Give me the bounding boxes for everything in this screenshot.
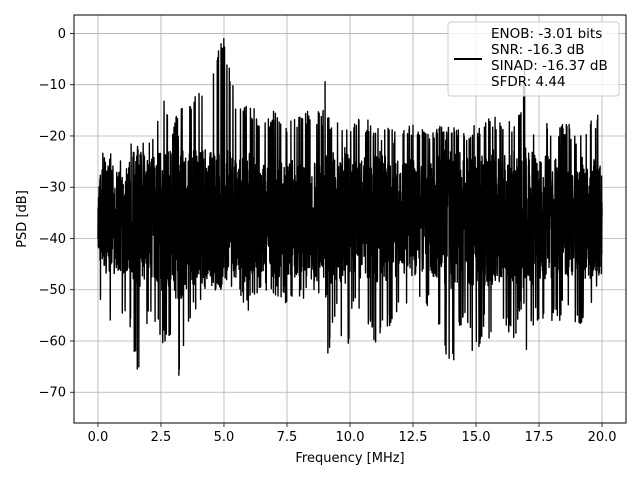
y-tick-label: −30 xyxy=(39,181,66,196)
y-axis-label: PSD [dB] xyxy=(15,190,30,248)
x-tick-label: 12.5 xyxy=(399,430,428,445)
y-tick-label: 0 xyxy=(58,27,66,42)
x-tick-label: 10.0 xyxy=(336,430,365,445)
y-tick-label: −10 xyxy=(39,78,66,93)
line-layer xyxy=(97,38,603,376)
x-tick-label: 17.5 xyxy=(525,430,554,445)
y-tick-label: −70 xyxy=(39,386,66,401)
legend-entry-sfdr: SFDR: 4.44 xyxy=(491,74,566,90)
y-tick-label: −40 xyxy=(39,232,66,247)
legend-entry-snr: SNR: -16.3 dB xyxy=(491,42,585,58)
x-tick-label: 7.5 xyxy=(277,430,298,445)
x-tick-label: 20.0 xyxy=(588,430,617,445)
x-tick-label: 15.0 xyxy=(462,430,491,445)
legend: ENOB: -3.01 bits SNR: -16.3 dB SINAD: -1… xyxy=(447,21,620,97)
psd-series-line xyxy=(97,38,603,376)
legend-frame xyxy=(447,21,620,97)
x-tick-label: 5.0 xyxy=(214,430,235,445)
y-tick-label: −60 xyxy=(39,334,66,349)
x-tick-label: 0.0 xyxy=(88,430,109,445)
legend-entry-sinad: SINAD: -16.37 dB xyxy=(491,58,608,74)
legend-entry-enob: ENOB: -3.01 bits xyxy=(491,26,602,42)
x-axis-label: Frequency [MHz] xyxy=(295,451,404,466)
y-tick-label: −50 xyxy=(39,283,66,298)
y-tick-label: −20 xyxy=(39,129,66,144)
x-tick-label: 2.5 xyxy=(151,430,172,445)
tick-layer: 0.0 2.5 5.0 7.5 10.0 12.5 15.0 17.5 20.0 0 −10 −20 −… xyxy=(39,27,617,445)
